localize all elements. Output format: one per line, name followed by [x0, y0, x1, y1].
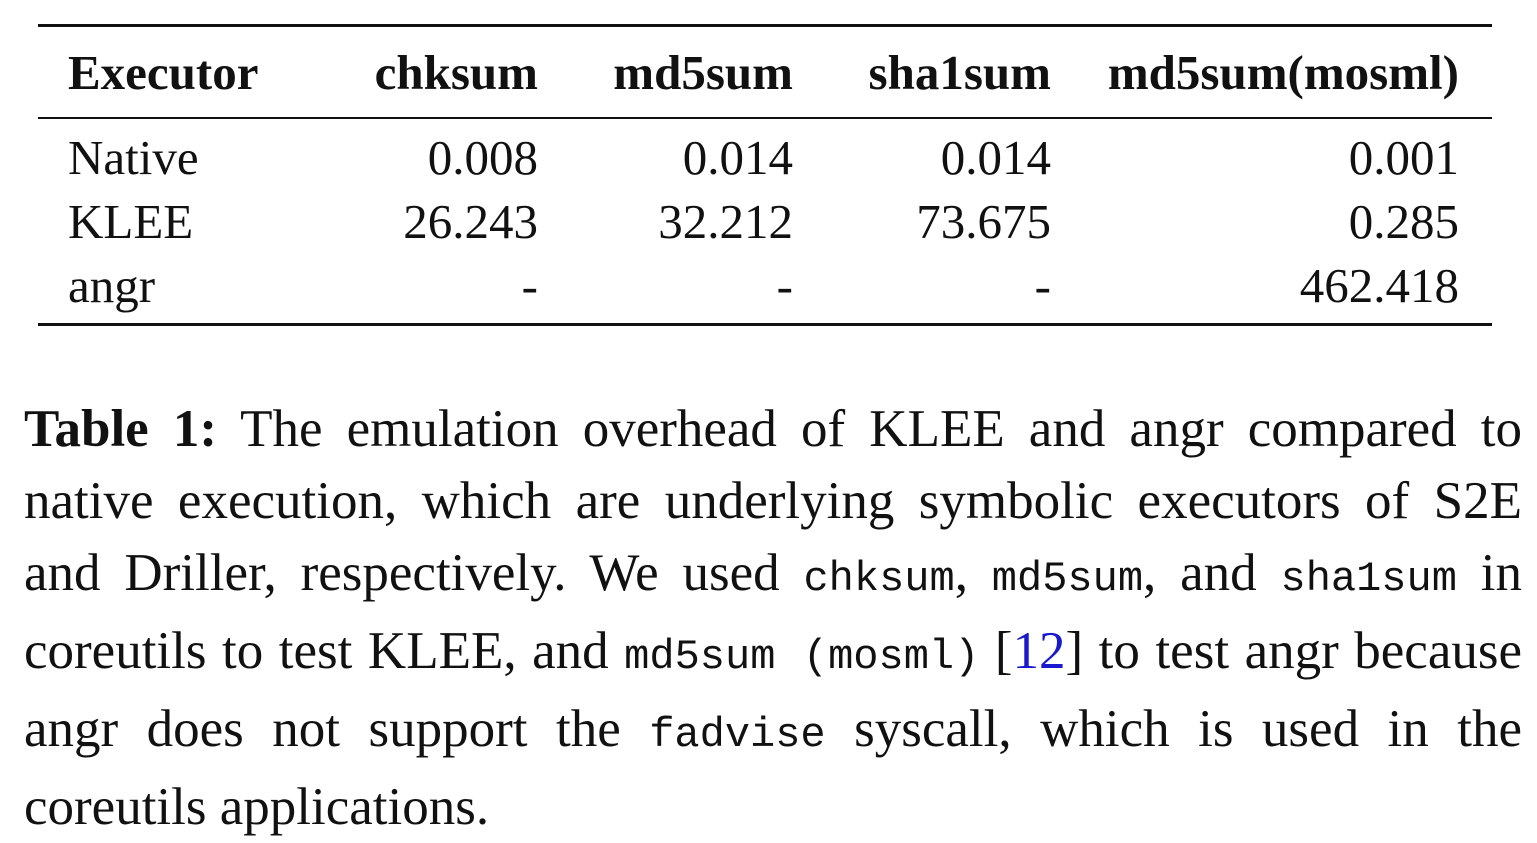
cell-executor: angr	[68, 257, 156, 313]
caption-text: ] to test angr because angr does not sup…	[24, 622, 1522, 758]
caption-text: ,	[954, 544, 992, 602]
citation-link[interactable]: 12	[1012, 622, 1066, 680]
table-top-rule	[38, 24, 1492, 27]
cell-sha1sum: -	[1034, 257, 1051, 313]
caption-code: sha1sum	[1280, 555, 1457, 603]
table-row: Native 0.008 0.014 0.014 0.001	[38, 119, 1492, 189]
cell-chksum: -	[521, 257, 538, 313]
header-sha1sum: sha1sum	[868, 44, 1051, 100]
table-row: KLEE 26.243 32.212 73.675 0.285	[38, 189, 1492, 253]
caption-code: md5sum (mosml)	[624, 633, 980, 681]
caption-label: Table 1:	[24, 400, 217, 458]
caption-code: md5sum	[991, 555, 1144, 603]
cell-sha1sum: 73.675	[916, 193, 1051, 249]
caption-code: fadvise	[649, 711, 826, 759]
caption-text: The emulation overhead of KLEE and angr …	[24, 400, 1522, 602]
overhead-table: Executor chksum md5sum sha1sum md5sum(mo…	[38, 27, 1492, 117]
cell-md5sum-mosml: 462.418	[1299, 257, 1459, 313]
caption-text: [	[979, 622, 1013, 680]
table-header-row: Executor chksum md5sum sha1sum md5sum(mo…	[38, 27, 1492, 117]
table-caption: Table 1: The emulation overhead of KLEE …	[24, 393, 1522, 843]
cell-md5sum-mosml: 0.285	[1348, 193, 1459, 249]
cell-executor: Native	[68, 129, 199, 185]
cell-chksum: 26.243	[403, 193, 538, 249]
cell-md5sum: 0.014	[682, 129, 793, 185]
header-md5sum: md5sum	[613, 44, 793, 100]
caption-text: , and	[1143, 544, 1281, 602]
overhead-table-body: Native 0.008 0.014 0.014 0.001 KLEE 26.2…	[38, 119, 1492, 323]
header-executor: Executor	[68, 44, 259, 100]
cell-md5sum-mosml: 0.001	[1348, 129, 1459, 185]
cell-executor: KLEE	[68, 193, 194, 249]
cell-chksum: 0.008	[427, 129, 538, 185]
caption-text: in coreutils to test KLEE, and	[24, 544, 1522, 680]
table-bottom-rule	[38, 323, 1492, 326]
table-mid-rule	[38, 117, 1492, 119]
results-table: Executor chksum md5sum sha1sum md5sum(mo…	[38, 24, 1492, 326]
caption-code: chksum	[803, 555, 955, 603]
table-row: angr - - - 462.418	[38, 253, 1492, 323]
cell-sha1sum: 0.014	[940, 129, 1051, 185]
cell-md5sum: 32.212	[658, 193, 793, 249]
cell-md5sum: -	[776, 257, 793, 313]
header-chksum: chksum	[374, 44, 538, 100]
header-md5sum-mosml: md5sum(mosml)	[1107, 44, 1459, 100]
